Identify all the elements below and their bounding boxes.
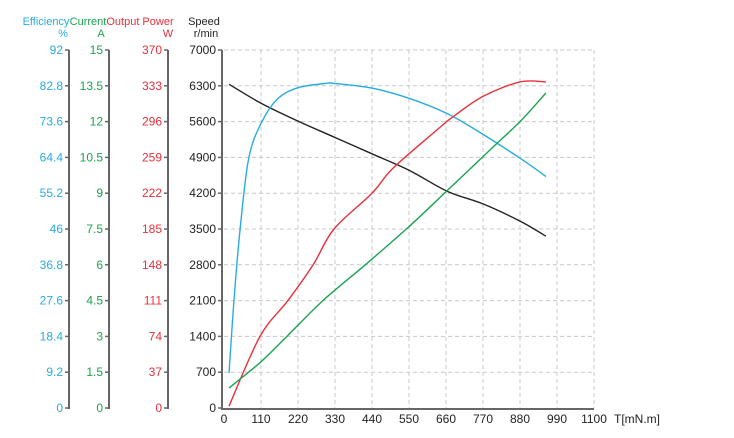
speed-axis: 0 700 1400 2100 2800 3500 4200 4900 5600 6300 7000 — [189, 43, 223, 415]
tick-label: 259 — [142, 150, 162, 164]
tick-label: 3 — [96, 329, 103, 343]
x-tick-label: 220 — [288, 412, 308, 426]
grid-lines — [224, 49, 595, 408]
tick-label: 0 — [209, 401, 216, 415]
x-tick-label: 330 — [325, 412, 345, 426]
x-tick-label: 550 — [399, 412, 419, 426]
x-tick-label: 660 — [436, 412, 456, 426]
tick-label: 222 — [142, 186, 162, 200]
y-axes: 0 9.2 18.4 27.6 36.8 46 55.2 64.4 73.6 82.8 92 0 1.5… — [40, 43, 223, 415]
output-power-axis: 0 37 74 111 148 185 222 259 296 333 370 — [142, 43, 169, 415]
tick-label: 15 — [90, 43, 104, 57]
tick-label: 64.4 — [40, 150, 64, 164]
tick-label: 9 — [96, 186, 103, 200]
tick-label: 4200 — [189, 186, 216, 200]
x-tick-label: 1100 — [581, 412, 607, 426]
tick-label: 82.8 — [40, 79, 64, 93]
tick-label: 148 — [142, 258, 162, 272]
efficiency-axis-title: Efficiency — [23, 16, 70, 28]
tick-label: 0 — [96, 401, 103, 415]
current-axis-title: Current — [70, 16, 107, 28]
tick-label: 2100 — [189, 294, 216, 308]
output-power-axis-title: Output Power — [106, 16, 174, 28]
tick-label: 18.4 — [40, 329, 64, 343]
tick-label: 333 — [142, 79, 162, 93]
tick-label: 36.8 — [40, 258, 64, 272]
x-tick-label: 0 — [221, 412, 228, 426]
tick-label: 92 — [50, 43, 64, 57]
tick-label: 0 — [155, 401, 162, 415]
tick-label: 73.6 — [40, 115, 64, 129]
tick-label: 370 — [142, 43, 162, 57]
tick-label: 6300 — [189, 79, 216, 93]
tick-label: 1400 — [189, 329, 216, 343]
speed-curve — [228, 83, 547, 237]
efficiency-axis: 0 9.2 18.4 27.6 36.8 46 55.2 64.4 73.6 82.8 92 — [40, 43, 70, 415]
tick-label: 4.5 — [86, 294, 103, 308]
data-curves — [228, 80, 547, 407]
tick-label: 185 — [142, 222, 162, 236]
current-axis-unit: A — [97, 28, 105, 40]
tick-label: 296 — [142, 115, 162, 129]
current-curve — [228, 92, 547, 389]
x-axis: 0 110 220 330 440 550 660 770 880 990 1100 — [221, 408, 607, 426]
tick-label: 3500 — [189, 222, 216, 236]
speed-axis-unit: r/min — [194, 28, 218, 40]
speed-axis-title: Speed — [188, 16, 220, 28]
efficiency-curve — [228, 82, 547, 374]
x-tick-label: 880 — [510, 412, 530, 426]
x-tick-label: 110 — [251, 412, 270, 426]
axis-titles: Efficiency % Current A Output Power W Sp… — [23, 16, 220, 40]
tick-label: 5600 — [189, 115, 216, 129]
output-power-curve — [228, 80, 546, 407]
x-axis-label: T[mN.m] — [614, 412, 660, 426]
tick-label: 37 — [149, 365, 163, 379]
x-tick-label: 770 — [473, 412, 493, 426]
output-power-axis-unit: W — [163, 28, 174, 40]
tick-label: 1.5 — [86, 365, 103, 379]
tick-label: 0 — [56, 401, 63, 415]
tick-label: 74 — [149, 329, 163, 343]
tick-label: 55.2 — [40, 186, 64, 200]
x-tick-label: 990 — [547, 412, 567, 426]
tick-label: 700 — [196, 365, 216, 379]
tick-label: 7000 — [189, 43, 216, 57]
tick-label: 4900 — [189, 150, 216, 164]
efficiency-axis-unit: % — [58, 28, 68, 40]
tick-label: 10.5 — [80, 150, 104, 164]
x-tick-label: 440 — [362, 412, 382, 426]
tick-label: 13.5 — [80, 79, 104, 93]
tick-label: 7.5 — [86, 222, 103, 236]
tick-label: 46 — [50, 222, 64, 236]
tick-label: 12 — [90, 115, 104, 129]
current-axis: 0 1.5 3 4.5 6 7.5 9 10.5 12 13.5 15 — [80, 43, 110, 415]
tick-label: 2800 — [189, 258, 216, 272]
tick-label: 27.6 — [40, 294, 64, 308]
tick-label: 9.2 — [46, 365, 63, 379]
tick-label: 111 — [144, 294, 163, 308]
tick-label: 6 — [96, 258, 103, 272]
